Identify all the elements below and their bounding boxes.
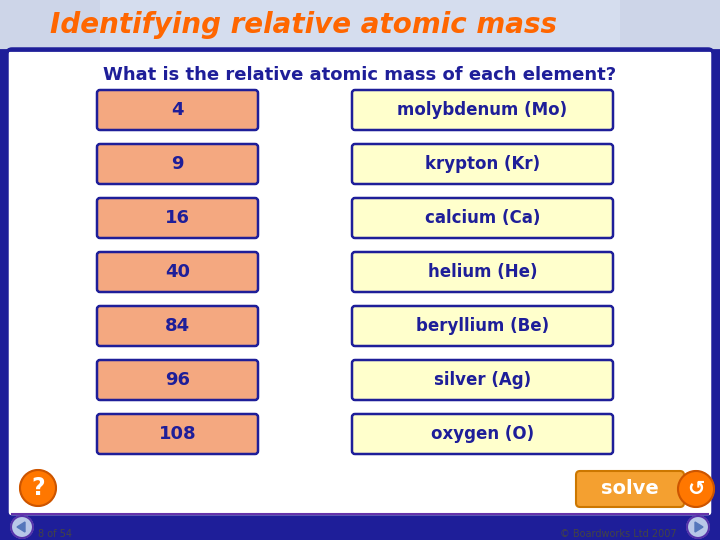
- Circle shape: [11, 516, 33, 538]
- Text: beryllium (Be): beryllium (Be): [416, 317, 549, 335]
- Text: © Boardworks Ltd 2007: © Boardworks Ltd 2007: [560, 529, 677, 539]
- FancyBboxPatch shape: [576, 471, 684, 507]
- Polygon shape: [695, 522, 703, 532]
- Circle shape: [687, 516, 709, 538]
- Text: calcium (Ca): calcium (Ca): [425, 209, 540, 227]
- FancyBboxPatch shape: [352, 360, 613, 400]
- Text: 40: 40: [165, 263, 190, 281]
- FancyBboxPatch shape: [352, 90, 613, 130]
- Text: oxygen (O): oxygen (O): [431, 425, 534, 443]
- FancyBboxPatch shape: [352, 252, 613, 292]
- Text: Identifying relative atomic mass: Identifying relative atomic mass: [50, 11, 557, 39]
- FancyBboxPatch shape: [352, 306, 613, 346]
- FancyBboxPatch shape: [97, 252, 258, 292]
- Text: molybdenum (Mo): molybdenum (Mo): [397, 101, 567, 119]
- Text: 16: 16: [165, 209, 190, 227]
- Text: silver (Ag): silver (Ag): [434, 371, 531, 389]
- Text: 9: 9: [171, 155, 184, 173]
- FancyBboxPatch shape: [97, 198, 258, 238]
- Text: 84: 84: [165, 317, 190, 335]
- Text: 4: 4: [171, 101, 184, 119]
- Text: solve: solve: [601, 480, 659, 498]
- FancyBboxPatch shape: [352, 414, 613, 454]
- FancyBboxPatch shape: [7, 49, 713, 517]
- Polygon shape: [17, 522, 25, 532]
- FancyBboxPatch shape: [97, 144, 258, 184]
- FancyBboxPatch shape: [97, 414, 258, 454]
- Text: ↺: ↺: [688, 479, 705, 499]
- Text: 96: 96: [165, 371, 190, 389]
- FancyBboxPatch shape: [352, 144, 613, 184]
- Text: 108: 108: [158, 425, 197, 443]
- Text: What is the relative atomic mass of each element?: What is the relative atomic mass of each…: [104, 66, 616, 84]
- Text: 8 of 54: 8 of 54: [38, 529, 72, 539]
- Text: helium (He): helium (He): [428, 263, 537, 281]
- Text: krypton (Kr): krypton (Kr): [425, 155, 540, 173]
- FancyBboxPatch shape: [0, 0, 720, 50]
- Circle shape: [20, 470, 56, 506]
- FancyBboxPatch shape: [352, 198, 613, 238]
- Text: ?: ?: [31, 476, 45, 500]
- FancyBboxPatch shape: [97, 360, 258, 400]
- FancyBboxPatch shape: [97, 90, 258, 130]
- FancyBboxPatch shape: [100, 0, 620, 50]
- FancyBboxPatch shape: [97, 306, 258, 346]
- Circle shape: [678, 471, 714, 507]
